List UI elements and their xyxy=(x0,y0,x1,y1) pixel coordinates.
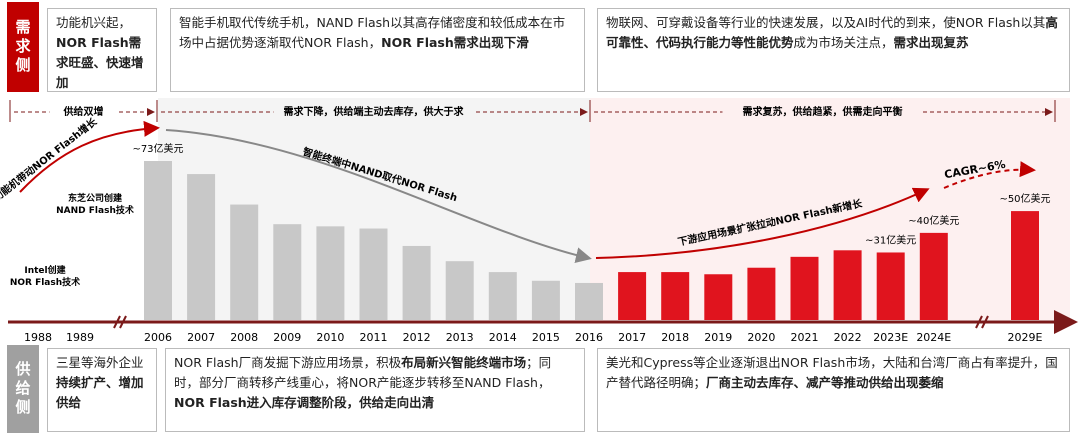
x-tick-label: 2006 xyxy=(144,331,172,344)
period-bg xyxy=(49,104,118,120)
box-text: 持续扩产、增加供给 xyxy=(56,375,144,410)
x-tick-label: 1989 xyxy=(66,331,94,344)
annotation: 东芝公司创建 NAND Flash技术 xyxy=(56,192,134,216)
bar xyxy=(531,280,560,320)
box-text: 厂商主动去库存、减产等推动供给出现萎缩 xyxy=(706,375,944,390)
x-tick-label: 2019 xyxy=(704,331,732,344)
bar xyxy=(661,272,690,320)
x-tick-label: 1988 xyxy=(24,331,52,344)
period-label: 需求下降，供给端主动去库存，供大于求 xyxy=(284,105,465,118)
demand-label: 需求侧 xyxy=(7,2,39,92)
bar xyxy=(445,261,474,320)
box-text: NOR Flash进入库存调整阶段，供给走向出清 xyxy=(174,395,435,410)
period-bg xyxy=(273,104,474,120)
period-bg xyxy=(722,104,923,120)
value-label: ~40亿美元 xyxy=(908,214,959,227)
x-tick-label: 2018 xyxy=(661,331,689,344)
x-tick-label: 2021 xyxy=(791,331,819,344)
x-tick-label: 2012 xyxy=(403,331,431,344)
bar xyxy=(575,282,603,320)
bar xyxy=(359,228,388,320)
box-text: 高可靠性、代码执行能力等性能优势 xyxy=(606,15,1058,50)
x-tick-label: 2009 xyxy=(273,331,301,344)
x-tick-label: 2029E xyxy=(1008,331,1043,344)
bar xyxy=(618,272,647,320)
value-label: ~73亿美元 xyxy=(132,142,183,155)
bar xyxy=(747,267,776,320)
bar xyxy=(704,274,733,320)
x-tick-label: 2008 xyxy=(230,331,258,344)
box-text: ；同时，部分厂商转移产线重心，将NOR产能逐步转移至NAND Flash， xyxy=(174,355,552,390)
x-tick-label: 2015 xyxy=(532,331,560,344)
box-text: 智能手机取代传统手机，NAND Flash以其高存储密度和较低成本在市场中占据优… xyxy=(179,15,566,50)
bar xyxy=(316,226,345,320)
box-text: 成为市场关注点， xyxy=(793,35,894,50)
bar xyxy=(833,250,862,320)
box-text: 三星等海外企业 xyxy=(56,355,144,370)
bar xyxy=(144,161,172,320)
bar xyxy=(790,256,819,320)
annotation: Intel创建 NOR Flash技术 xyxy=(10,264,80,288)
value-label: ~50亿美元 xyxy=(999,192,1050,205)
x-tick-label: 2024E xyxy=(916,331,951,344)
x-tick-label: 2010 xyxy=(316,331,344,344)
box-text: 美光和Cypress等企业逐渐退出NOR Flash市场，大陆和台湾厂商占有率提… xyxy=(606,355,1058,390)
bar xyxy=(488,272,517,320)
x-tick-label: 2011 xyxy=(360,331,388,344)
supply-box: 三星等海外企业持续扩产、增加供给 xyxy=(47,348,157,432)
box-text: NOR Flash需求出现下滑 xyxy=(381,35,529,50)
bar xyxy=(230,204,259,320)
trend-arrow xyxy=(19,120,160,193)
bar xyxy=(402,245,431,320)
bar xyxy=(919,232,948,320)
box-text: NOR Flash需求旺盛、快速增加 xyxy=(56,35,144,90)
demand-box: 功能机兴起， NOR Flash需求旺盛、快速增加 xyxy=(47,8,157,92)
supply-box: NOR Flash厂商发掘下游应用场景，积极布局新兴智能终端市场；同时，部分厂商… xyxy=(165,348,585,432)
x-tick-label: 2017 xyxy=(618,331,646,344)
period-label: 供给双增 xyxy=(63,105,104,118)
trend-arrow xyxy=(943,161,1036,189)
x-tick-label: 2020 xyxy=(747,331,775,344)
annotation: 功能机带动NOR Flash增长 xyxy=(0,114,100,204)
bar xyxy=(273,224,302,320)
trend-arrow xyxy=(165,129,592,264)
bar xyxy=(876,252,905,320)
x-tick-label: 2016 xyxy=(575,331,603,344)
period-dividers xyxy=(9,100,1056,122)
x-tick-label: 2022 xyxy=(834,331,862,344)
box-text: NOR Flash厂商发掘下游应用场景，积极 xyxy=(174,355,402,370)
supply-box: 美光和Cypress等企业逐渐退出NOR Flash市场，大陆和台湾厂商占有率提… xyxy=(597,348,1070,432)
supply-label: 供给侧 xyxy=(7,345,39,433)
period-label: 需求复苏，供给趋紧，供需走向平衡 xyxy=(743,105,903,118)
x-tick-label: 2013 xyxy=(446,331,474,344)
box-text: 布局新兴智能终端市场 xyxy=(401,355,527,370)
x-tick-label: 2007 xyxy=(187,331,215,344)
trend-arrow xyxy=(595,187,930,259)
axis-break xyxy=(113,315,989,329)
x-tick-label: 2014 xyxy=(489,331,517,344)
x-tick-label: 2023E xyxy=(873,331,908,344)
demand-box: 智能手机取代传统手机，NAND Flash以其高存储密度和较低成本在市场中占据优… xyxy=(170,8,585,92)
bar xyxy=(187,174,216,320)
box-text: 功能机兴起， xyxy=(56,15,132,30)
value-label: ~31亿美元 xyxy=(865,233,916,246)
box-text: 物联网、可穿戴设备等行业的快速发展，以及AI时代的到来，使NOR Flash以其 xyxy=(606,15,1046,30)
bar xyxy=(1011,211,1039,320)
demand-box: 物联网、可穿戴设备等行业的快速发展，以及AI时代的到来，使NOR Flash以其… xyxy=(597,8,1070,92)
box-text: 需求出现复苏 xyxy=(893,35,969,50)
